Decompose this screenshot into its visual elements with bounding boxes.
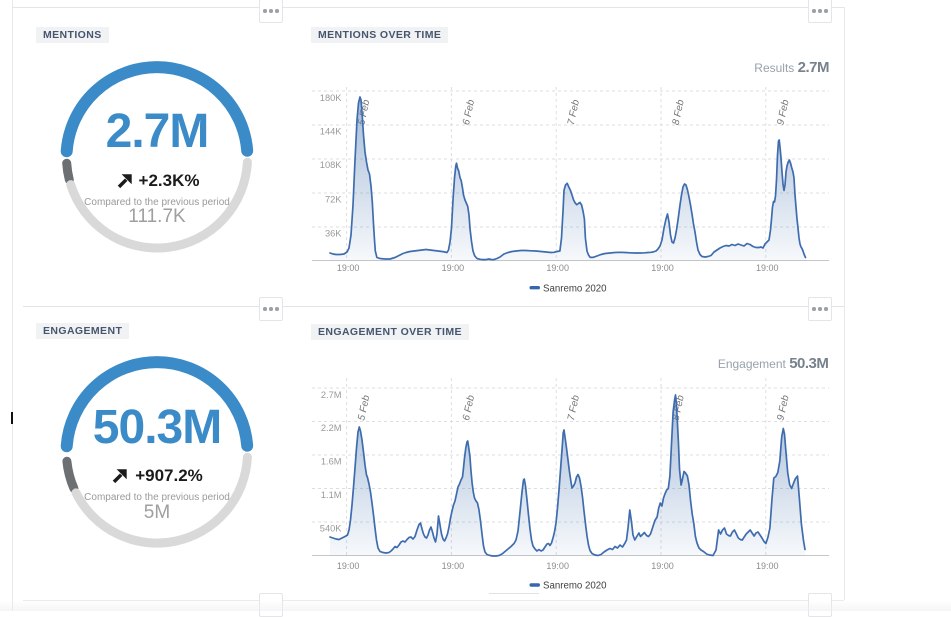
svg-text:Sanremo 2020: Sanremo 2020 xyxy=(543,581,607,592)
svg-text:1.1M: 1.1M xyxy=(321,490,342,500)
svg-text:36K: 36K xyxy=(325,229,342,239)
svg-text:8 Feb: 8 Feb xyxy=(671,98,687,126)
svg-text:Sanremo 2020: Sanremo 2020 xyxy=(543,283,607,294)
svg-text:180K: 180K xyxy=(320,93,343,103)
svg-text:19:00: 19:00 xyxy=(756,561,779,571)
svg-text:5 Feb: 5 Feb xyxy=(356,394,372,422)
svg-text:19:00: 19:00 xyxy=(442,263,465,273)
svg-text:2.7M: 2.7M xyxy=(321,390,342,400)
svg-text:9 Feb: 9 Feb xyxy=(775,98,791,126)
svg-text:7 Feb: 7 Feb xyxy=(566,98,582,126)
svg-text:19:00: 19:00 xyxy=(546,263,569,273)
svg-text:540K: 540K xyxy=(320,524,343,534)
svg-text:2.2M: 2.2M xyxy=(321,423,342,433)
svg-text:72K: 72K xyxy=(325,194,342,204)
svg-text:19:00: 19:00 xyxy=(756,263,779,273)
svg-text:9 Feb: 9 Feb xyxy=(775,394,791,422)
svg-text:7 Feb: 7 Feb xyxy=(566,394,582,422)
svg-text:108K: 108K xyxy=(320,160,343,170)
svg-text:19:00: 19:00 xyxy=(651,561,674,571)
svg-text:19:00: 19:00 xyxy=(337,263,360,273)
svg-text:19:00: 19:00 xyxy=(337,561,360,571)
svg-text:19:00: 19:00 xyxy=(442,561,465,571)
svg-text:19:00: 19:00 xyxy=(651,263,674,273)
svg-text:6 Feb: 6 Feb xyxy=(461,98,477,126)
svg-text:144K: 144K xyxy=(320,126,343,136)
svg-text:1.6M: 1.6M xyxy=(321,457,342,467)
svg-text:6 Feb: 6 Feb xyxy=(461,394,477,422)
svg-text:19:00: 19:00 xyxy=(546,561,569,571)
